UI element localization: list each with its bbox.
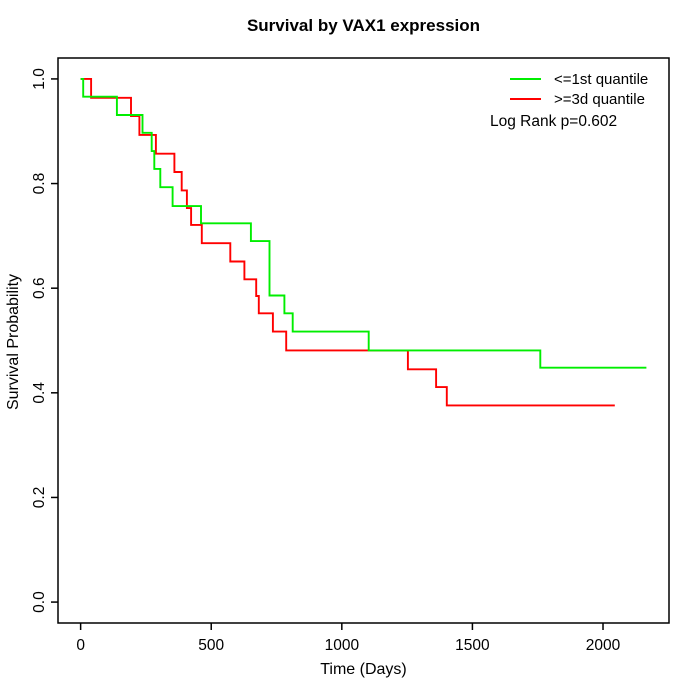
legend-entry-third-quantile: >=3d quantile [510,89,648,109]
x-tick-label: 2000 [586,637,621,654]
legend-entry-first-quantile: <=1st quantile [510,69,648,89]
km-curve-first-quantile [80,77,647,369]
plot-title: Survival by VAX1 expression [246,16,481,35]
legend-line-red [510,98,541,100]
legend-line-green [510,78,541,80]
plot-border [57,57,670,624]
x-tick-label: 1500 [455,637,490,654]
legend: <=1st quantile >=3d quantile [510,69,648,109]
x-tick-label: 0 [76,637,85,654]
y-tick-label: 0.8 [31,173,48,195]
legend-label-first-quantile: <=1st quantile [554,70,649,88]
x-axis-label: Time (Days) [320,661,407,678]
log-rank-annotation: Log Rank p=0.602 [490,113,618,130]
y-tick-label: 0.0 [31,591,48,613]
legend-label-third-quantile: >=3d quantile [554,90,645,108]
y-tick-label: 1.0 [31,68,48,90]
y-axis-label: Survival Probability [5,273,22,411]
y-tick-label: 0.6 [31,277,48,299]
x-tick-label: 1000 [325,637,360,654]
y-tick-label: 0.2 [31,487,48,509]
y-tick-label: 0.4 [31,382,48,404]
x-tick-label: 500 [198,637,224,654]
